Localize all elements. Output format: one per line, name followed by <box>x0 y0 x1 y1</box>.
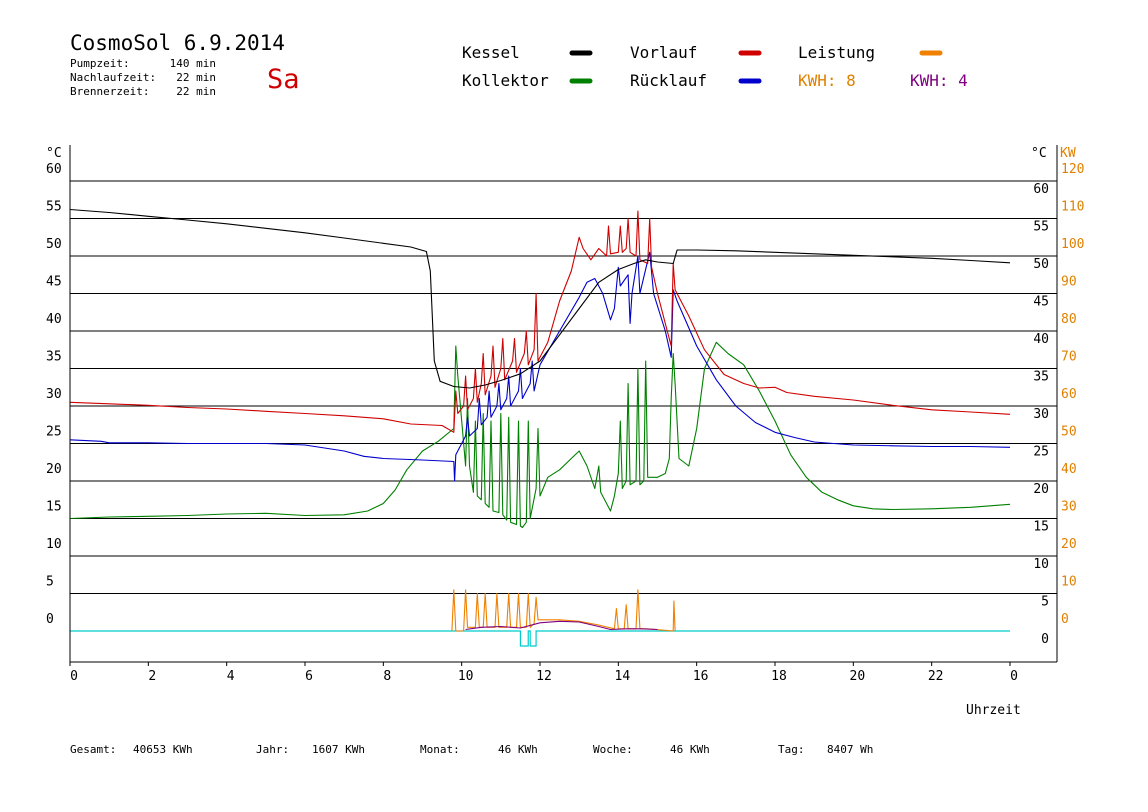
x-tick-label-11: 22 <box>928 669 944 684</box>
x-tick-label-9: 18 <box>771 669 787 684</box>
y-tick-right-40: 40 <box>1033 332 1049 347</box>
burner-time-value: 22 min <box>176 85 216 98</box>
legend-leistung-label: Leistung <box>798 43 875 62</box>
footer-month-value: 46 KWh <box>498 743 538 756</box>
footer-total-label: Gesamt: <box>70 743 116 756</box>
y-tick-right-25: 25 <box>1033 445 1049 460</box>
y-tick-kw-30: 30 <box>1061 500 1077 515</box>
y-tick-left-55: 55 <box>46 200 62 215</box>
baseline-series <box>70 630 1010 647</box>
y-axis-unit-left: °C <box>46 146 62 161</box>
afterrun-time-value: 22 min <box>176 71 216 84</box>
series-line-leistung <box>451 589 676 632</box>
legend-kwh8-label: KWH: 8 <box>798 71 856 90</box>
y-tick-kw-120: 120 <box>1061 162 1084 177</box>
y-tick-left-45: 45 <box>46 275 62 290</box>
series-line-kollektor <box>69 341 1011 529</box>
legend-kollektor-label: Kollektor <box>462 71 549 90</box>
burner-time-label: Brennerzeit: <box>70 85 149 98</box>
y-tick-right-15: 15 <box>1033 520 1049 535</box>
afterrun-time-label: Nachlaufzeit: <box>70 71 156 84</box>
chart-title: CosmoSol 6.9.2014 <box>70 31 285 55</box>
footer-day-label: Tag: <box>778 743 805 756</box>
y-tick-right-0: 0 <box>1041 632 1049 647</box>
y-tick-right-50: 50 <box>1033 257 1049 272</box>
axis-ticks: 0005510101020151530202040252550303060353… <box>46 162 1084 684</box>
footer-total-value: 40653 KWh <box>133 743 193 756</box>
pump-time-label: Pumpzeit: <box>70 57 130 70</box>
y-tick-kw-100: 100 <box>1061 237 1084 252</box>
y-tick-right-35: 35 <box>1033 370 1049 385</box>
y-tick-left-20: 20 <box>46 462 62 477</box>
pump-time-value: 140 min <box>170 57 216 70</box>
y-tick-kw-10: 10 <box>1061 575 1077 590</box>
y-tick-left-15: 15 <box>46 500 62 515</box>
y-tick-kw-40: 40 <box>1061 462 1077 477</box>
y-tick-kw-50: 50 <box>1061 425 1077 440</box>
series-lines <box>69 208 1011 647</box>
grid-lines <box>70 180 1057 594</box>
footer-week-value: 46 KWh <box>670 743 710 756</box>
footer-week-label: Woche: <box>593 743 633 756</box>
legend-kwh4-label: KWH: 4 <box>910 71 968 90</box>
y-tick-left-10: 10 <box>46 537 62 552</box>
y-tick-left-60: 60 <box>46 162 62 177</box>
legend-ruecklauf-label: Rücklauf <box>630 71 707 90</box>
y-tick-kw-0: 0 <box>1061 612 1069 627</box>
x-tick-label-8: 16 <box>693 669 709 684</box>
footer-year-label: Jahr: <box>256 743 289 756</box>
legend-kessel-label: Kessel <box>462 43 520 62</box>
footer-month-label: Monat: <box>420 743 460 756</box>
series-line-kwh4 <box>465 620 658 631</box>
y-tick-kw-20: 20 <box>1061 537 1077 552</box>
x-tick-label-7: 14 <box>615 669 631 684</box>
y-tick-kw-90: 90 <box>1061 275 1077 290</box>
y-axis-unit-right: °C <box>1031 146 1047 161</box>
footer-day-value: 8407 Wh <box>827 743 873 756</box>
y-tick-left-40: 40 <box>46 312 62 327</box>
series-line-ruecklauf <box>69 251 1011 482</box>
x-tick-label-5: 10 <box>458 669 474 684</box>
x-tick-label-6: 12 <box>536 669 552 684</box>
weekday-label: Sa <box>267 64 300 95</box>
y-tick-left-30: 30 <box>46 387 62 402</box>
y-tick-right-30: 30 <box>1033 407 1049 422</box>
x-tick-label-4: 8 <box>383 669 391 684</box>
y-tick-kw-80: 80 <box>1061 312 1077 327</box>
y-tick-kw-60: 60 <box>1061 387 1077 402</box>
x-tick-label-12: 0 <box>1010 669 1018 684</box>
y-tick-right-20: 20 <box>1033 482 1049 497</box>
y-tick-left-5: 5 <box>46 575 54 590</box>
y-tick-right-5: 5 <box>1041 595 1049 610</box>
y-tick-right-60: 60 <box>1033 182 1049 197</box>
y-tick-right-10: 10 <box>1033 557 1049 572</box>
legend-vorlauf-label: Vorlauf <box>630 43 697 62</box>
y-axis-unit-kw: KW <box>1060 146 1076 161</box>
y-tick-left-25: 25 <box>46 425 62 440</box>
y-tick-left-35: 35 <box>46 350 62 365</box>
y-tick-right-45: 45 <box>1033 295 1049 310</box>
y-tick-kw-70: 70 <box>1061 350 1077 365</box>
y-tick-left-50: 50 <box>46 237 62 252</box>
y-tick-left-0: 0 <box>46 612 54 627</box>
x-tick-label-2: 4 <box>227 669 235 684</box>
y-tick-right-55: 55 <box>1033 220 1049 235</box>
x-tick-label-0: 0 <box>70 669 78 684</box>
x-tick-label-1: 2 <box>148 669 156 684</box>
x-tick-label-3: 6 <box>305 669 313 684</box>
x-axis-label: Uhrzeit <box>966 703 1021 718</box>
series-line-vorlauf <box>69 210 1011 433</box>
y-tick-kw-110: 110 <box>1061 200 1084 215</box>
x-tick-label-10: 20 <box>850 669 866 684</box>
footer-year-value: 1607 KWh <box>312 743 365 756</box>
series-line-kessel <box>69 208 1011 389</box>
